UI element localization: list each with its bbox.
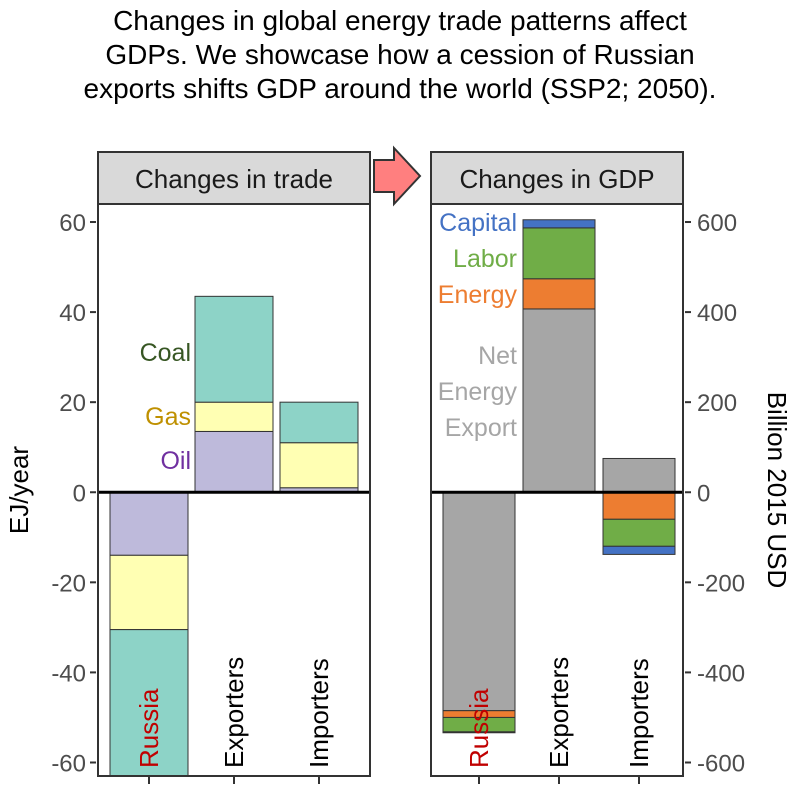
gdp-panel-plot: 600 400 200 0 -200 -400 -600 Russia Exporters Imp… — [431, 209, 745, 784]
gdp-panel-title: Changes in GDP — [459, 164, 654, 194]
y-tick-label: -400 — [697, 660, 745, 687]
figure-title-line: exports shifts GDP around the world (SSP… — [83, 73, 717, 104]
arrow-icon — [373, 145, 422, 207]
trade-y-axis-label: EJ/year — [4, 446, 34, 534]
trade-panel-border — [97, 203, 371, 777]
figure-title-line: Changes in global energy trade patterns … — [113, 5, 687, 36]
y-tick-label: -20 — [51, 570, 86, 597]
y-tick-label: 60 — [59, 210, 86, 237]
y-tick-label: -40 — [51, 660, 86, 687]
series-label-labor: Labor — [453, 245, 517, 273]
bar-segment-coal-importers — [279, 401, 359, 444]
bar-segment-net-energy-export-exporters — [522, 308, 596, 493]
trade-panel-plot: 60 40 20 0 -20 -40 -60 Russia Exporters Importers… — [51, 210, 370, 784]
y-tick-label: 40 — [59, 300, 86, 327]
bar-segment-gas-importers — [279, 442, 359, 489]
bar-segment-energy-importers — [602, 491, 676, 520]
series-label-net-energy-export: Export — [445, 414, 517, 442]
bar-segment-gas-exporters — [194, 401, 274, 432]
bar-segment-oil-exporters — [194, 430, 274, 493]
bar-segment-oil-russia — [109, 491, 189, 556]
bar-segment-capital-russia — [442, 731, 516, 734]
figure-title-line: GDPs. We showcase how a cession of Russi… — [105, 39, 695, 70]
series-label-oil: Oil — [160, 447, 191, 475]
series-label-net-energy-export: Net — [478, 342, 517, 370]
bar-segment-gas-russia — [109, 554, 189, 631]
bar-segment-coal-russia — [109, 629, 189, 777]
series-label-capital: Capital — [439, 209, 517, 237]
gdp-panel-border — [430, 203, 684, 777]
y-tick-label: -200 — [697, 570, 745, 597]
category-label-russia: Russia — [134, 688, 164, 768]
bar-segment-coal-exporters — [194, 295, 274, 403]
bar-segment-capital-importers — [602, 545, 676, 555]
series-label-gas: Gas — [145, 403, 191, 431]
bar-segment-energy-exporters — [522, 278, 596, 310]
y-tick-label: 400 — [697, 300, 737, 327]
gdp-y-axis-label: Billion 2015 USD — [762, 392, 792, 589]
category-label-importers: Importers — [304, 658, 334, 768]
bar-segment-net-energy-export-importers — [602, 457, 676, 493]
category-label-russia: Russia — [464, 688, 494, 768]
series-label-energy: Energy — [438, 281, 518, 309]
bar-segment-labor-importers — [602, 518, 676, 547]
bar-segment-labor-exporters — [522, 227, 596, 280]
y-tick-label: 0 — [73, 480, 86, 507]
y-tick-label: 200 — [697, 390, 737, 417]
category-label-importers: Importers — [624, 658, 654, 768]
y-tick-label: -600 — [697, 750, 745, 777]
series-label-coal: Coal — [140, 339, 191, 367]
bar-segment-capital-exporters — [522, 219, 596, 229]
gdp-panel-header — [430, 151, 684, 205]
y-tick-label: 0 — [697, 480, 710, 507]
y-tick-label: -60 — [51, 750, 86, 777]
category-label-exporters: Exporters — [544, 657, 574, 768]
series-label-net-energy-export: Energy — [438, 378, 518, 406]
category-label-exporters: Exporters — [219, 657, 249, 768]
bar-segment-net-energy-export-russia — [442, 491, 516, 712]
y-tick-label: 600 — [697, 210, 737, 237]
trade-panel-title: Changes in trade — [135, 164, 333, 194]
trade-panel-header — [97, 151, 371, 205]
figure-title: Changes in global energy trade patterns … — [0, 4, 800, 106]
y-tick-label: 20 — [59, 390, 86, 417]
